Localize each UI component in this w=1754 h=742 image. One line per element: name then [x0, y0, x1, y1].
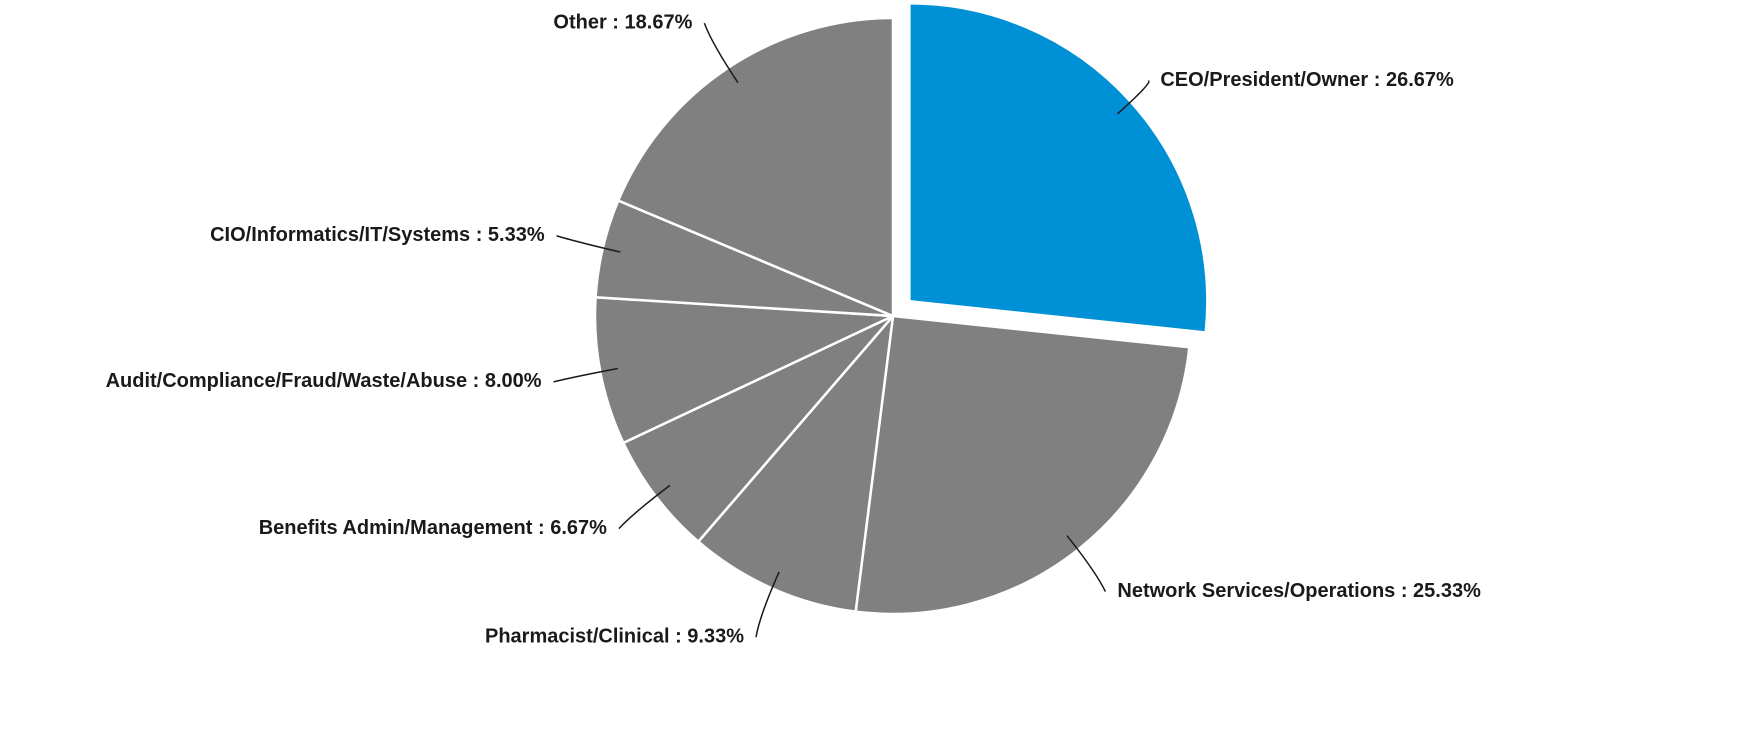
data-label: Benefits Admin/Management : 6.67% — [259, 517, 607, 539]
pie-slice — [908, 2, 1209, 334]
data-label: Pharmacist/Clinical : 9.33% — [485, 626, 744, 648]
data-label: Network Services/Operations : 25.33% — [1117, 580, 1481, 602]
data-label: Other : 18.67% — [553, 11, 692, 33]
leader-line — [703, 22, 739, 84]
data-label: Audit/Compliance/Fraud/Waste/Abuse : 8.0… — [106, 370, 542, 392]
leader-line — [618, 484, 671, 530]
leader-line — [755, 571, 780, 638]
data-label: CEO/President/Owner : 26.67% — [1160, 69, 1454, 91]
leader-line — [1117, 79, 1150, 115]
data-label: CIO/Informatics/IT/Systems : 5.33% — [210, 224, 545, 246]
leader-line — [1066, 535, 1107, 592]
leader-line — [556, 235, 621, 253]
pie-slice — [854, 314, 1191, 616]
leader-line — [553, 367, 618, 383]
